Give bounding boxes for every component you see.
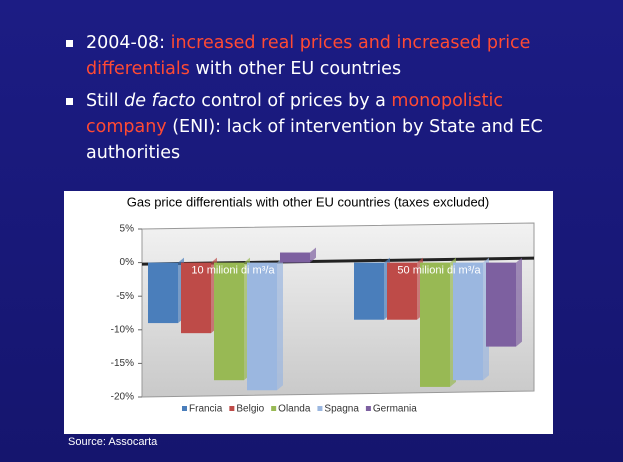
bar bbox=[486, 262, 516, 347]
legend-swatch bbox=[317, 406, 323, 411]
bullet-text: increased real prices and increased pric… bbox=[86, 33, 531, 79]
legend-swatch bbox=[271, 406, 277, 411]
bar bbox=[280, 252, 310, 263]
source: Source: Assocarta bbox=[68, 436, 158, 448]
legend-swatch bbox=[229, 406, 235, 411]
y-tick-label: -20% bbox=[111, 392, 134, 403]
bullet-text: Still bbox=[86, 91, 125, 111]
bar bbox=[387, 262, 417, 320]
bar bbox=[148, 262, 178, 324]
bullet: 2004-08: increased real prices and incre… bbox=[66, 30, 576, 82]
bullet-text: monopolistic company bbox=[86, 91, 503, 137]
y-tick-label: -5% bbox=[116, 291, 134, 302]
legend-label: Germania bbox=[373, 404, 417, 415]
category-label: 10 milioni di m³/a bbox=[191, 265, 275, 277]
bullet-text: 2004-08: bbox=[86, 33, 171, 53]
bar bbox=[420, 262, 450, 387]
bullet-text: (ENI): lack of intervention by State and… bbox=[86, 117, 543, 163]
chart: Gas price differentials with other EU co… bbox=[111, 194, 535, 415]
bar bbox=[181, 262, 211, 334]
bar-side bbox=[277, 257, 283, 391]
y-tick-label: -10% bbox=[111, 324, 134, 335]
legend-label: Belgio bbox=[236, 404, 264, 415]
bar bbox=[354, 262, 384, 320]
bullet-text: control of prices by a bbox=[195, 91, 392, 111]
legend-swatch bbox=[182, 406, 187, 411]
legend-swatch bbox=[365, 406, 371, 411]
y-tick-label: -15% bbox=[111, 358, 134, 369]
legend-label: Spagna bbox=[324, 404, 359, 415]
bullet-list: 2004-08: increased real prices and incre… bbox=[66, 30, 576, 172]
y-tick-label: 0% bbox=[120, 257, 135, 268]
legend-label: Olanda bbox=[278, 404, 311, 415]
bar-side bbox=[310, 247, 316, 263]
y-tick-label: 5% bbox=[120, 224, 135, 235]
bar bbox=[214, 262, 244, 381]
bar-side bbox=[516, 257, 522, 347]
bar bbox=[453, 262, 483, 381]
chart-box: Gas price differentials with other EU co… bbox=[64, 191, 553, 434]
category-label: 50 milioni di m³/a bbox=[397, 265, 481, 277]
bullet-text: de facto bbox=[124, 91, 196, 111]
bullet: Still de facto control of prices by a mo… bbox=[66, 88, 576, 166]
bar bbox=[247, 262, 277, 391]
chart-title: Gas price differentials with other EU co… bbox=[127, 194, 489, 209]
bullet-text: with other EU countries bbox=[189, 59, 402, 79]
legend-label: Francia bbox=[189, 404, 223, 415]
